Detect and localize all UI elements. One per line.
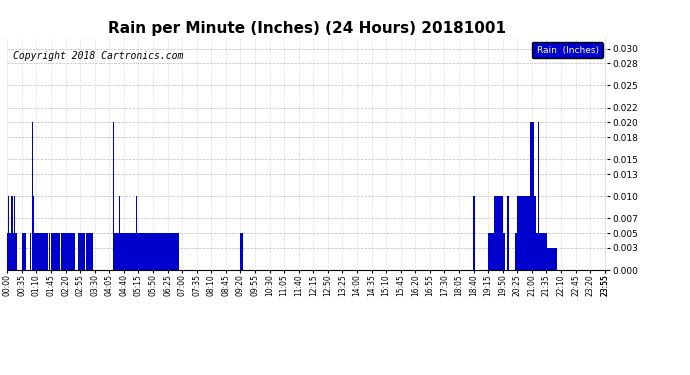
- Text: Copyright 2018 Cartronics.com: Copyright 2018 Cartronics.com: [13, 51, 184, 62]
- Legend: Rain  (Inches): Rain (Inches): [532, 42, 602, 58]
- Title: Rain per Minute (Inches) (24 Hours) 20181001: Rain per Minute (Inches) (24 Hours) 2018…: [108, 21, 506, 36]
